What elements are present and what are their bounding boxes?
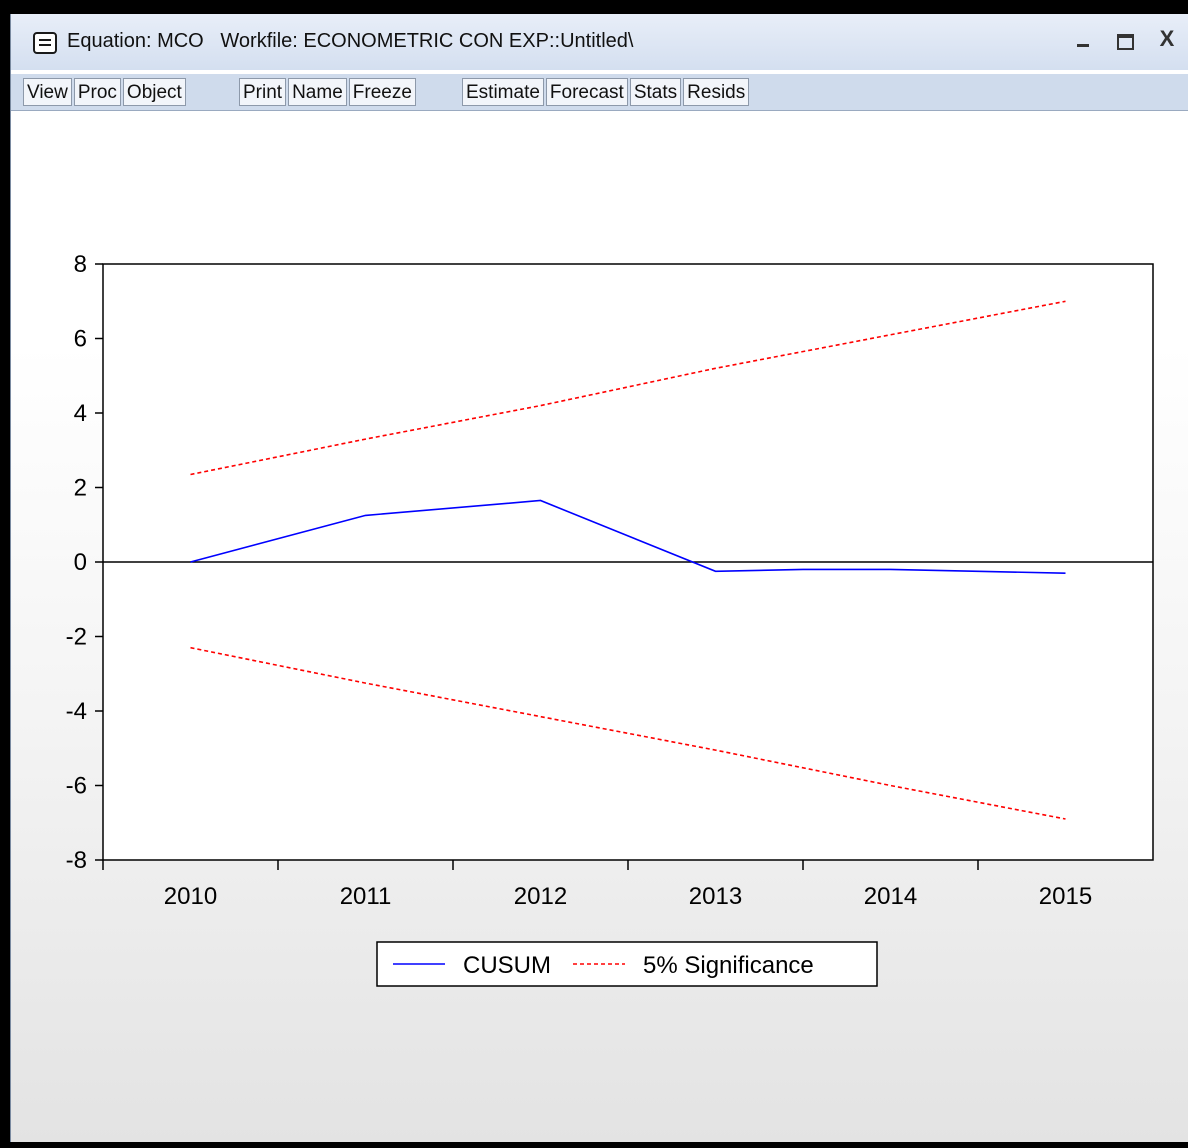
toolbar-group-print: Print Name Freeze	[239, 78, 418, 106]
y-tick-label: -8	[66, 847, 87, 874]
object-button[interactable]: Object	[122, 78, 186, 106]
toolbar-group-view: View Proc Object	[23, 78, 188, 106]
x-tick-label: 2011	[340, 883, 392, 910]
chart-area: 8 6 4 2 0 -2 -4 -6 -8 2010 2011 2012 2013 2014 2015 CUS…	[11, 110, 1188, 1142]
forecast-button[interactable]: Forecast	[545, 78, 628, 106]
title-bar[interactable]: Equation: MCO Workfile: ECONOMETRIC CON …	[11, 14, 1188, 70]
view-button[interactable]: View	[23, 78, 72, 106]
toolbar-group-estimate: Estimate Forecast Stats Resids	[462, 78, 751, 106]
legend-box	[376, 941, 878, 987]
y-tick-label: -6	[66, 773, 87, 800]
cusum-chart: 8 6 4 2 0 -2 -4 -6 -8 2010 2011 2012 2013 2014 2015 CUS…	[66, 251, 1154, 987]
y-tick-label: 6	[74, 326, 87, 353]
y-tick-label: -4	[66, 698, 87, 725]
proc-button[interactable]: Proc	[73, 78, 121, 106]
freeze-button[interactable]: Freeze	[348, 78, 416, 106]
y-tick-label: 8	[74, 251, 87, 278]
x-tick-label: 2012	[514, 883, 567, 910]
y-tick-label: 4	[74, 400, 87, 427]
resids-button[interactable]: Resids	[683, 78, 750, 106]
equation-toolbar: View Proc Object Print Name Freeze Estim…	[11, 74, 1188, 111]
estimate-button[interactable]: Estimate	[462, 78, 544, 106]
equation-window: Equation: MCO Workfile: ECONOMETRIC CON …	[10, 14, 1188, 1142]
window-title: Equation: MCO Workfile: ECONOMETRIC CON …	[67, 30, 634, 52]
window-menu-icon[interactable]	[33, 32, 57, 54]
y-tick-label: 2	[74, 475, 87, 502]
y-tick-label: -2	[66, 624, 87, 651]
x-tick-label: 2015	[1039, 883, 1092, 910]
legend-label: CUSUM	[463, 952, 551, 979]
legend-label: 5% Significance	[643, 952, 814, 979]
print-button[interactable]: Print	[239, 78, 287, 106]
maximize-icon[interactable]	[1114, 26, 1136, 52]
y-tick-label: 0	[74, 549, 87, 576]
close-icon[interactable]: X	[1159, 26, 1175, 51]
cusum-line	[190, 499, 1066, 574]
x-tick-label: 2013	[689, 883, 742, 910]
name-button[interactable]: Name	[288, 78, 347, 106]
stats-button[interactable]: Stats	[629, 78, 682, 106]
upper-bound-line	[190, 300, 1066, 476]
minimize-icon[interactable]	[1072, 26, 1094, 52]
window-controls: X	[1072, 26, 1178, 52]
x-tick-label: 2014	[864, 883, 917, 910]
lower-bound-line	[190, 646, 1066, 820]
x-tick-label: 2010	[164, 883, 217, 910]
